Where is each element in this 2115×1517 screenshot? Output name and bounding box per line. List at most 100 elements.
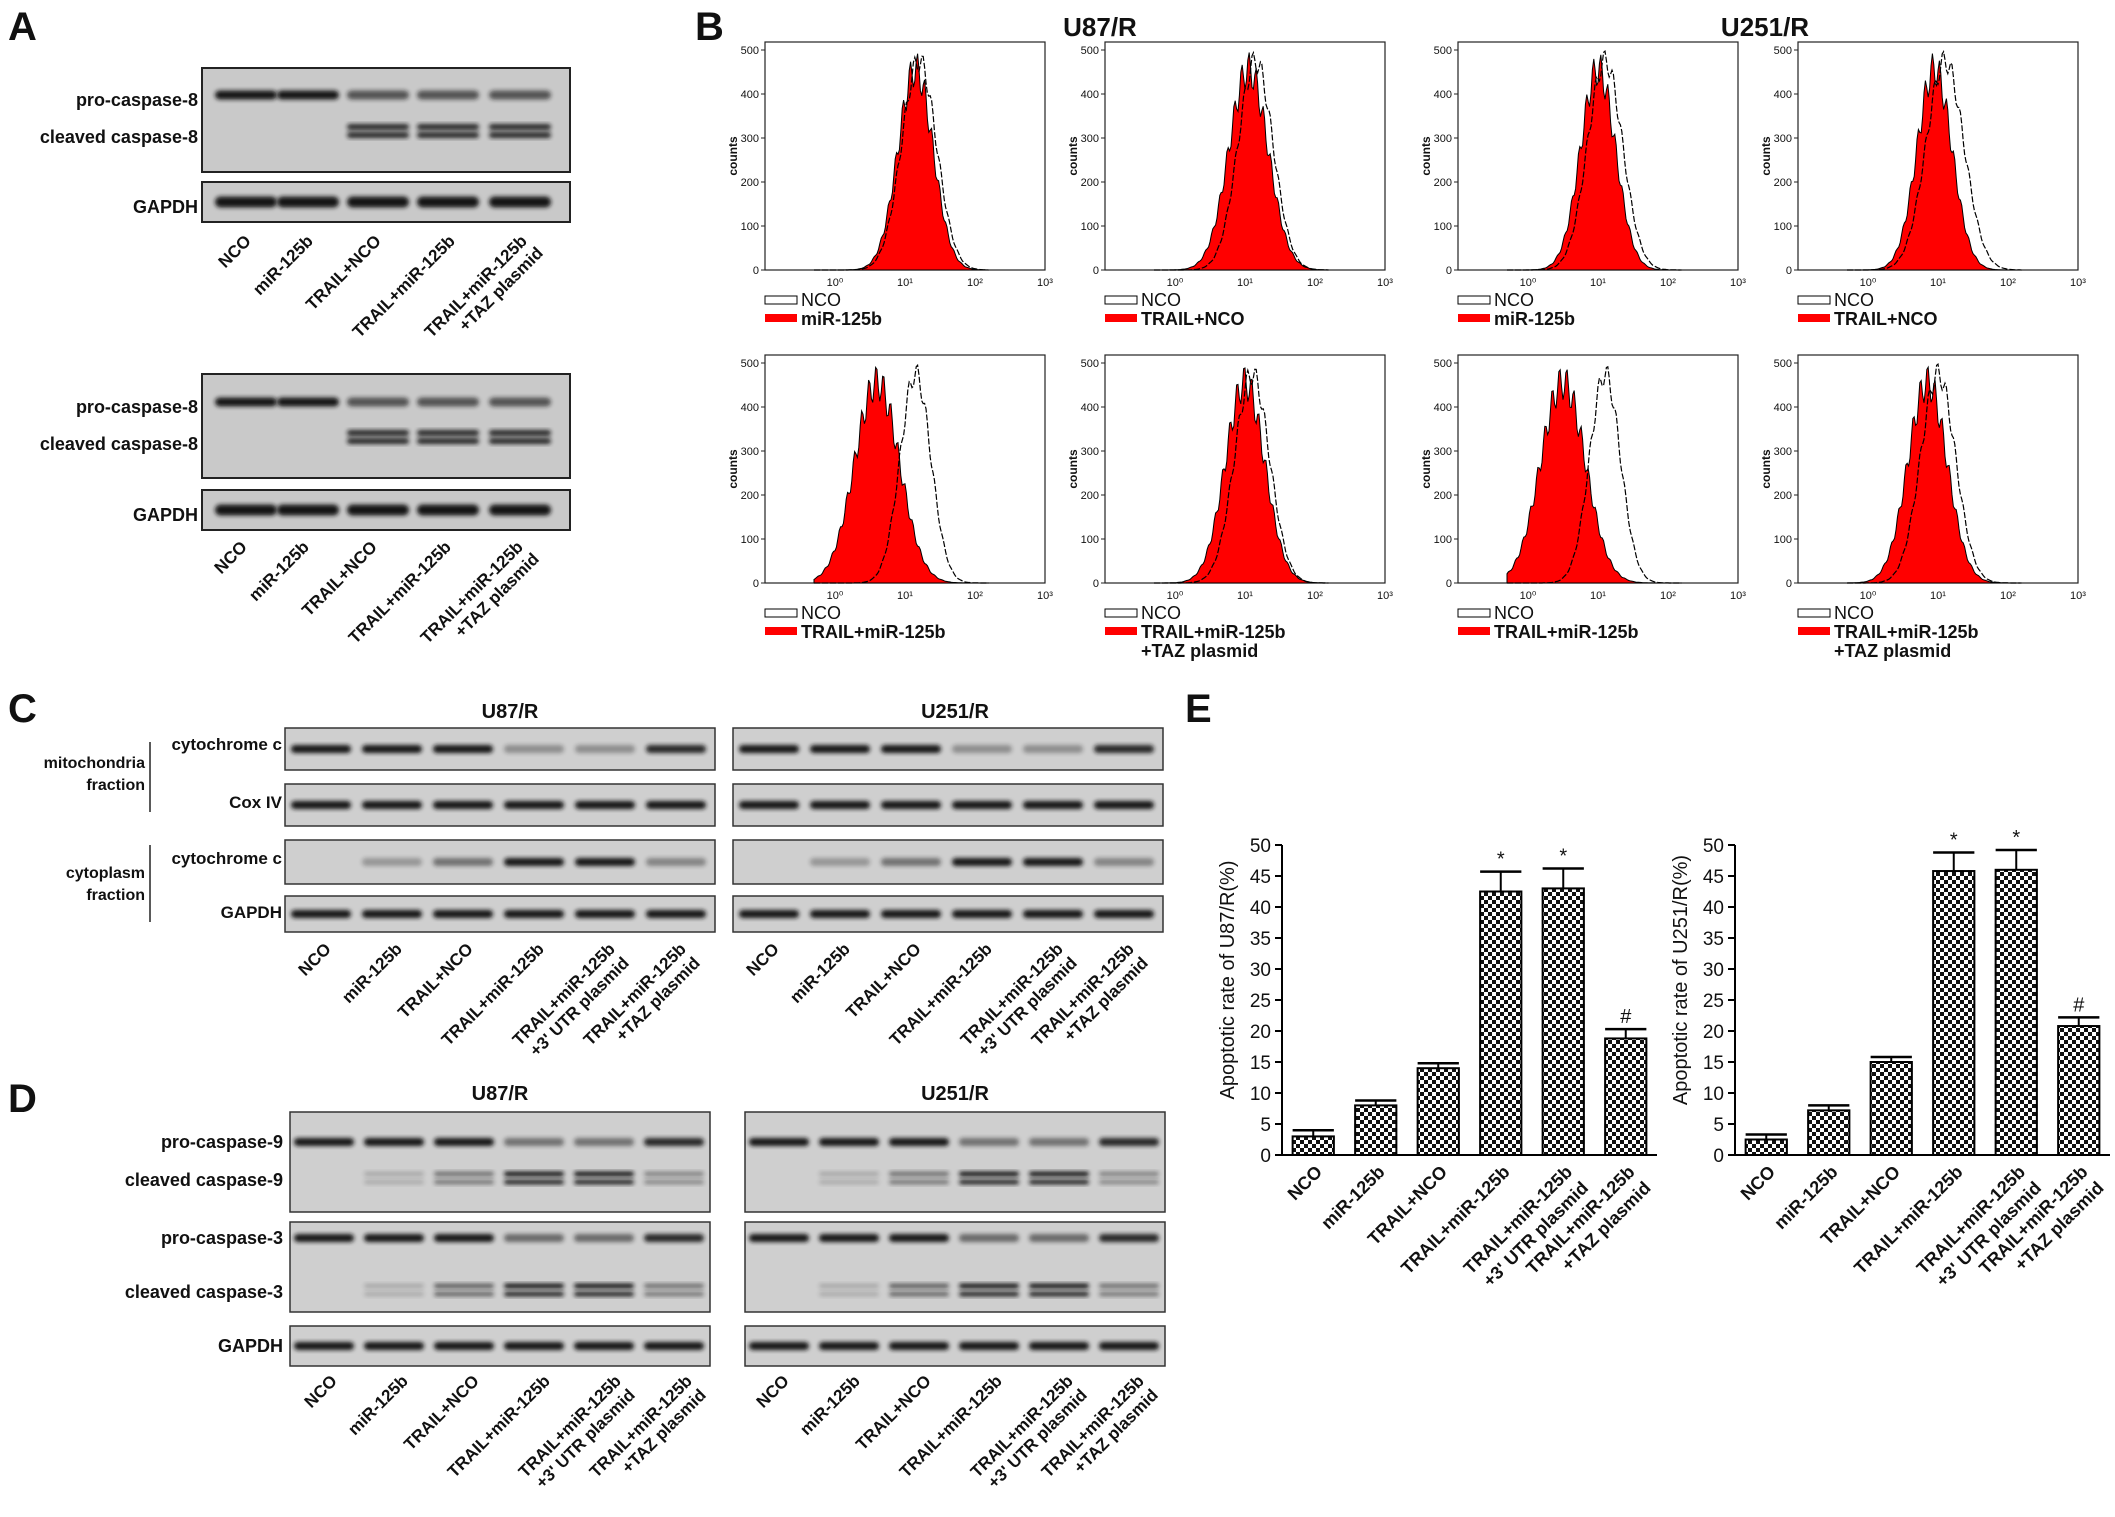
bar [1932, 870, 1976, 1156]
blot-band [364, 1234, 424, 1242]
label-cox-iv: Cox IV [229, 793, 283, 812]
blot-band [575, 801, 635, 809]
blot-band [417, 430, 479, 436]
y-tick-label: 300 [741, 133, 759, 145]
blot-band [959, 1234, 1019, 1242]
lane-label: miR-125b [249, 231, 317, 299]
blot-band [646, 745, 706, 753]
lane-label: NCO [301, 1371, 341, 1411]
lane-label: NCO [295, 939, 335, 979]
bar [1604, 1037, 1648, 1156]
legend-label: TRAIL+miR-125b [1494, 622, 1639, 642]
blot-band [881, 745, 941, 753]
y-tick-label: 200 [1434, 490, 1452, 502]
y-tick-label: 400 [1081, 89, 1099, 101]
blot-band [952, 745, 1012, 753]
blot-band [417, 90, 479, 100]
x-tick-label: 10² [1660, 590, 1676, 602]
bar-chart-2: 0 5 10 15 20 25 30 35 40 45 50 Apoptotic rate of U2… [1670, 827, 2110, 1291]
blot-band [889, 1342, 949, 1350]
panel-a: pro-caspase-8 cleaved caspase-8 GAPDH NC… [40, 67, 571, 647]
y-tick-label: 400 [1434, 402, 1452, 414]
y-tick-label: 0 [1093, 265, 1099, 277]
legend-label: TRAIL+miR-125b [801, 622, 946, 642]
x-tick-label: 10¹ [1590, 277, 1606, 289]
bands-pro-caspase-8 [215, 90, 551, 100]
category-label: NCO [1737, 1162, 1779, 1204]
y-tick-label: 45 [1703, 867, 1724, 888]
y-tick-label: 30 [1703, 960, 1724, 981]
y-tick-label: 25 [1250, 991, 1271, 1012]
y-tick-label: 200 [1434, 177, 1452, 189]
y-tick-label: 15 [1250, 1053, 1271, 1074]
label-cleaved-caspase-8: cleaved caspase-8 [40, 434, 198, 454]
bar [1869, 1061, 1913, 1156]
fraction-mito-2: fraction [86, 777, 145, 794]
y-tick-label: 400 [1434, 89, 1452, 101]
blot-band [364, 1283, 424, 1289]
cell-line-u251: U251/R [921, 701, 989, 723]
blot-band [364, 1138, 424, 1146]
x-tick-label: 10³ [1730, 277, 1746, 289]
blot-strip [289, 1111, 711, 1213]
y-tick-label: 100 [1434, 534, 1452, 546]
blot-band [959, 1342, 1019, 1350]
blot-band [434, 1283, 494, 1289]
blot-band [1099, 1171, 1159, 1177]
blot-band [644, 1234, 704, 1242]
blot-band [347, 397, 409, 407]
y-tick-label: 35 [1250, 929, 1271, 950]
blot-band [1099, 1138, 1159, 1146]
blot-band [644, 1138, 704, 1146]
blot-band [881, 801, 941, 809]
y-tick-label: 40 [1250, 898, 1271, 919]
histogram-nco-line [814, 363, 988, 584]
blot-band [215, 90, 277, 100]
lane-labels-c: NCO miR-125bTRAIL+NCOTRAIL+miR-125bTRAIL+… [295, 939, 1152, 1060]
label-cleaved-caspase-3: cleaved caspase-3 [125, 1282, 283, 1302]
bands-gapdh [215, 504, 551, 516]
legend-label: TRAIL+miR-125b [1141, 622, 1286, 642]
blot-band [417, 438, 479, 444]
blot-band [644, 1179, 704, 1185]
legend-label: TRAIL+NCO [1834, 309, 1938, 329]
blot-band [489, 90, 551, 100]
blot-band [417, 124, 479, 130]
blot-band [889, 1138, 949, 1146]
y-axis-label: counts [726, 136, 740, 176]
y-tick-label: 100 [1774, 534, 1792, 546]
y-tick-label: 40 [1703, 898, 1724, 919]
legend-swatch-treatment [1105, 314, 1137, 322]
x-tick-label: 10⁰ [1520, 590, 1537, 602]
legend-label: NCO [1494, 290, 1534, 310]
histogram-nco-line [1154, 368, 1328, 584]
bar [1416, 1067, 1460, 1156]
lane-label: miR-125b [796, 1371, 864, 1439]
y-axis-label: Apoptotic rate of U87/R(%) [1217, 861, 1239, 1100]
blot-band [889, 1171, 949, 1177]
blot-band [433, 910, 493, 918]
blot-band [1029, 1138, 1089, 1146]
lane-label: miR-125b [344, 1371, 412, 1439]
y-tick-label: 10 [1703, 1084, 1724, 1105]
x-tick-label: 10³ [1037, 277, 1053, 289]
legend-swatch-nco [1104, 608, 1138, 618]
y-tick-label: 100 [1081, 221, 1099, 233]
blot-band [881, 858, 941, 866]
y-tick-label: 300 [1081, 133, 1099, 145]
panel-label-d: D [8, 1077, 37, 1121]
y-tick-label: 5 [1260, 1115, 1271, 1136]
blot-band [1029, 1342, 1089, 1350]
bar [1354, 1104, 1398, 1157]
y-axis-label: counts [1759, 449, 1773, 489]
blot-band [364, 1291, 424, 1297]
fraction-cyto-2: fraction [86, 887, 145, 904]
histogram-1: 0 100 200 300 400 500 counts 10⁰ 10¹ 10² 10³ NCOmiR… [726, 41, 1053, 329]
x-tick-label: 10² [967, 277, 983, 289]
blot-a-top: pro-caspase-8 cleaved caspase-8 GAPDH NC… [40, 67, 571, 341]
label-gapdh: GAPDH [133, 197, 198, 217]
legend-label: NCO [1141, 603, 1181, 623]
y-tick-label: 0 [753, 265, 759, 277]
blot-strip [744, 1111, 1166, 1213]
y-tick-label: 100 [1774, 221, 1792, 233]
